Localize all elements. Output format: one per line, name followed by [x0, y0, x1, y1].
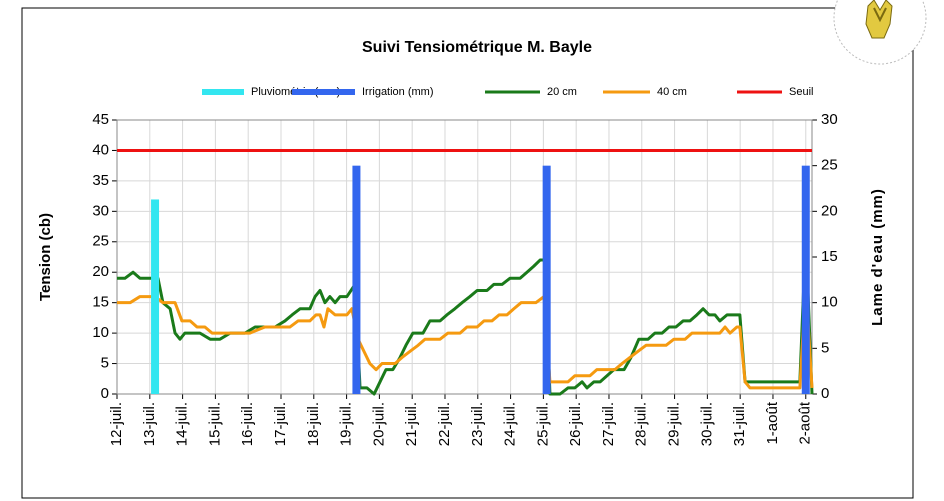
legend-label: 40 cm [657, 86, 687, 98]
y-axis-label: Tension (cb) [37, 213, 54, 301]
y-tick-label: 25 [92, 233, 109, 250]
y2-tick-label: 30 [821, 111, 838, 128]
logo [833, 0, 927, 65]
x-tick-label: 30-juil. [698, 402, 715, 446]
x-tick-label: 28-juil. [633, 402, 650, 446]
x-tick-label: 22-juil. [436, 402, 453, 446]
bar [801, 165, 810, 394]
x-tick-label: 17-juil. [272, 402, 289, 446]
x-tick-label: 2-août [797, 401, 814, 444]
y-tick-label: 35 [92, 172, 109, 189]
bar [542, 165, 551, 394]
y2-axis-label: Lame d'eau (mm) [869, 188, 886, 326]
x-tick-label: 25-juil. [534, 402, 551, 446]
x-tick-label: 15-juil. [206, 402, 223, 446]
y-tick-label: 15 [92, 294, 109, 311]
y2-tick-label: 10 [821, 294, 838, 311]
x-tick-label: 1-août [764, 401, 781, 444]
x-tick-label: 26-juil. [567, 402, 584, 446]
x-tick-label: 27-juil. [600, 402, 617, 446]
x-tick-label: 21-juil. [403, 402, 420, 446]
x-tick-label: 20-juil. [370, 402, 387, 446]
legend-label: 20 cm [547, 86, 577, 98]
bar [352, 165, 361, 394]
x-tick-label: 12-juil. [108, 402, 125, 446]
x-tick-label: 24-juil. [502, 402, 519, 446]
chart-title: Suivi Tensiométrique M. Bayle [362, 39, 592, 56]
line [117, 282, 814, 390]
legend-label: Seuil [789, 86, 813, 98]
plot-area [116, 119, 813, 395]
x-tick-label: 13-juil. [141, 402, 158, 446]
y2-tick-label: 20 [821, 202, 838, 219]
x-tick-label: 16-juil. [239, 402, 256, 446]
y-tick-label: 45 [92, 111, 109, 128]
y2-tick-label: 15 [821, 248, 838, 265]
y-tick-label: 0 [101, 385, 109, 402]
x-tick-label: 18-juil. [305, 402, 322, 446]
x-tick-label: 31-juil. [731, 402, 748, 446]
y2-tick-label: 0 [821, 385, 829, 402]
y-tick-label: 30 [92, 202, 109, 219]
legend-label: Irrigation (mm) [362, 86, 434, 98]
y-tick-label: 10 [92, 324, 109, 341]
chart-frame [21, 7, 914, 499]
bar [151, 199, 160, 394]
x-tick-label: 14-juil. [174, 402, 191, 446]
y2-tick-label: 5 [821, 339, 829, 356]
y-tick-label: 5 [101, 355, 109, 372]
x-tick-label: 29-juil. [666, 402, 683, 446]
y-tick-label: 40 [92, 141, 109, 158]
x-tick-label: 23-juil. [469, 402, 486, 446]
y-tick-label: 20 [92, 263, 109, 280]
y2-tick-label: 25 [821, 157, 838, 174]
x-tick-label: 19-juil. [338, 402, 355, 446]
